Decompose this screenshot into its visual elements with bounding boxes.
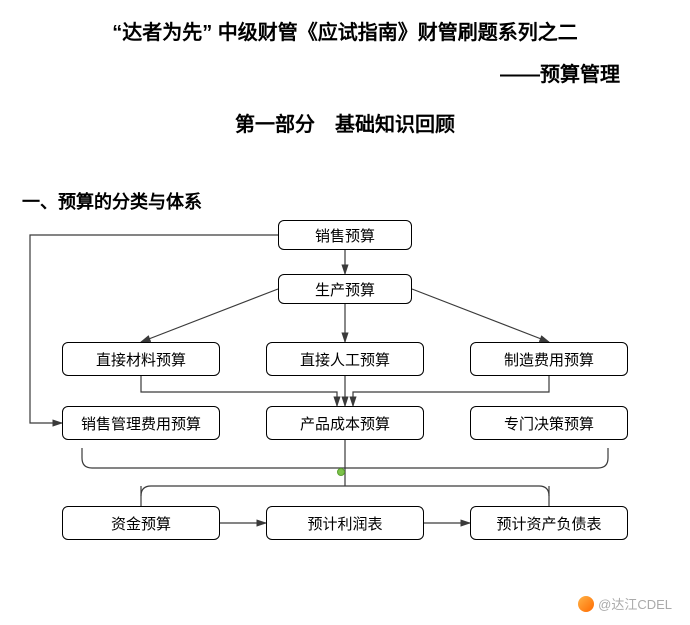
section-heading-1: 一、预算的分类与体系 bbox=[22, 188, 202, 214]
flow-node-n4: 直接人工预算 bbox=[266, 342, 424, 376]
title-main: “达者为先” 中级财管《应试指南》财管刷题系列之二 bbox=[0, 16, 690, 45]
flow-node-n2: 生产预算 bbox=[278, 274, 412, 304]
flow-node-n7: 产品成本预算 bbox=[266, 406, 424, 440]
budget-flowchart: 销售预算生产预算直接材料预算 直接人工预算 制造费用预算销售管理费用预算 产品成本预算… bbox=[22, 216, 668, 596]
flow-node-n11: 预计资产负债表 bbox=[470, 506, 628, 540]
weibo-icon bbox=[578, 596, 594, 612]
flow-node-n5: 制造费用预算 bbox=[470, 342, 628, 376]
title-subtitle: ——预算管理 bbox=[500, 58, 620, 87]
flow-node-n6: 销售管理费用预算 bbox=[62, 406, 220, 440]
watermark: @达江CDEL bbox=[578, 594, 672, 613]
flow-node-n8: 专门决策预算 bbox=[470, 406, 628, 440]
flow-node-n1: 销售预算 bbox=[278, 220, 412, 250]
watermark-text: @达江CDEL bbox=[598, 594, 672, 613]
flow-node-n9: 资金预算 bbox=[62, 506, 220, 540]
title-section: 第一部分 基础知识回顾 bbox=[0, 108, 690, 137]
connector-dot bbox=[337, 468, 345, 476]
flow-node-n10: 预计利润表 bbox=[266, 506, 424, 540]
flow-node-n3: 直接材料预算 bbox=[62, 342, 220, 376]
